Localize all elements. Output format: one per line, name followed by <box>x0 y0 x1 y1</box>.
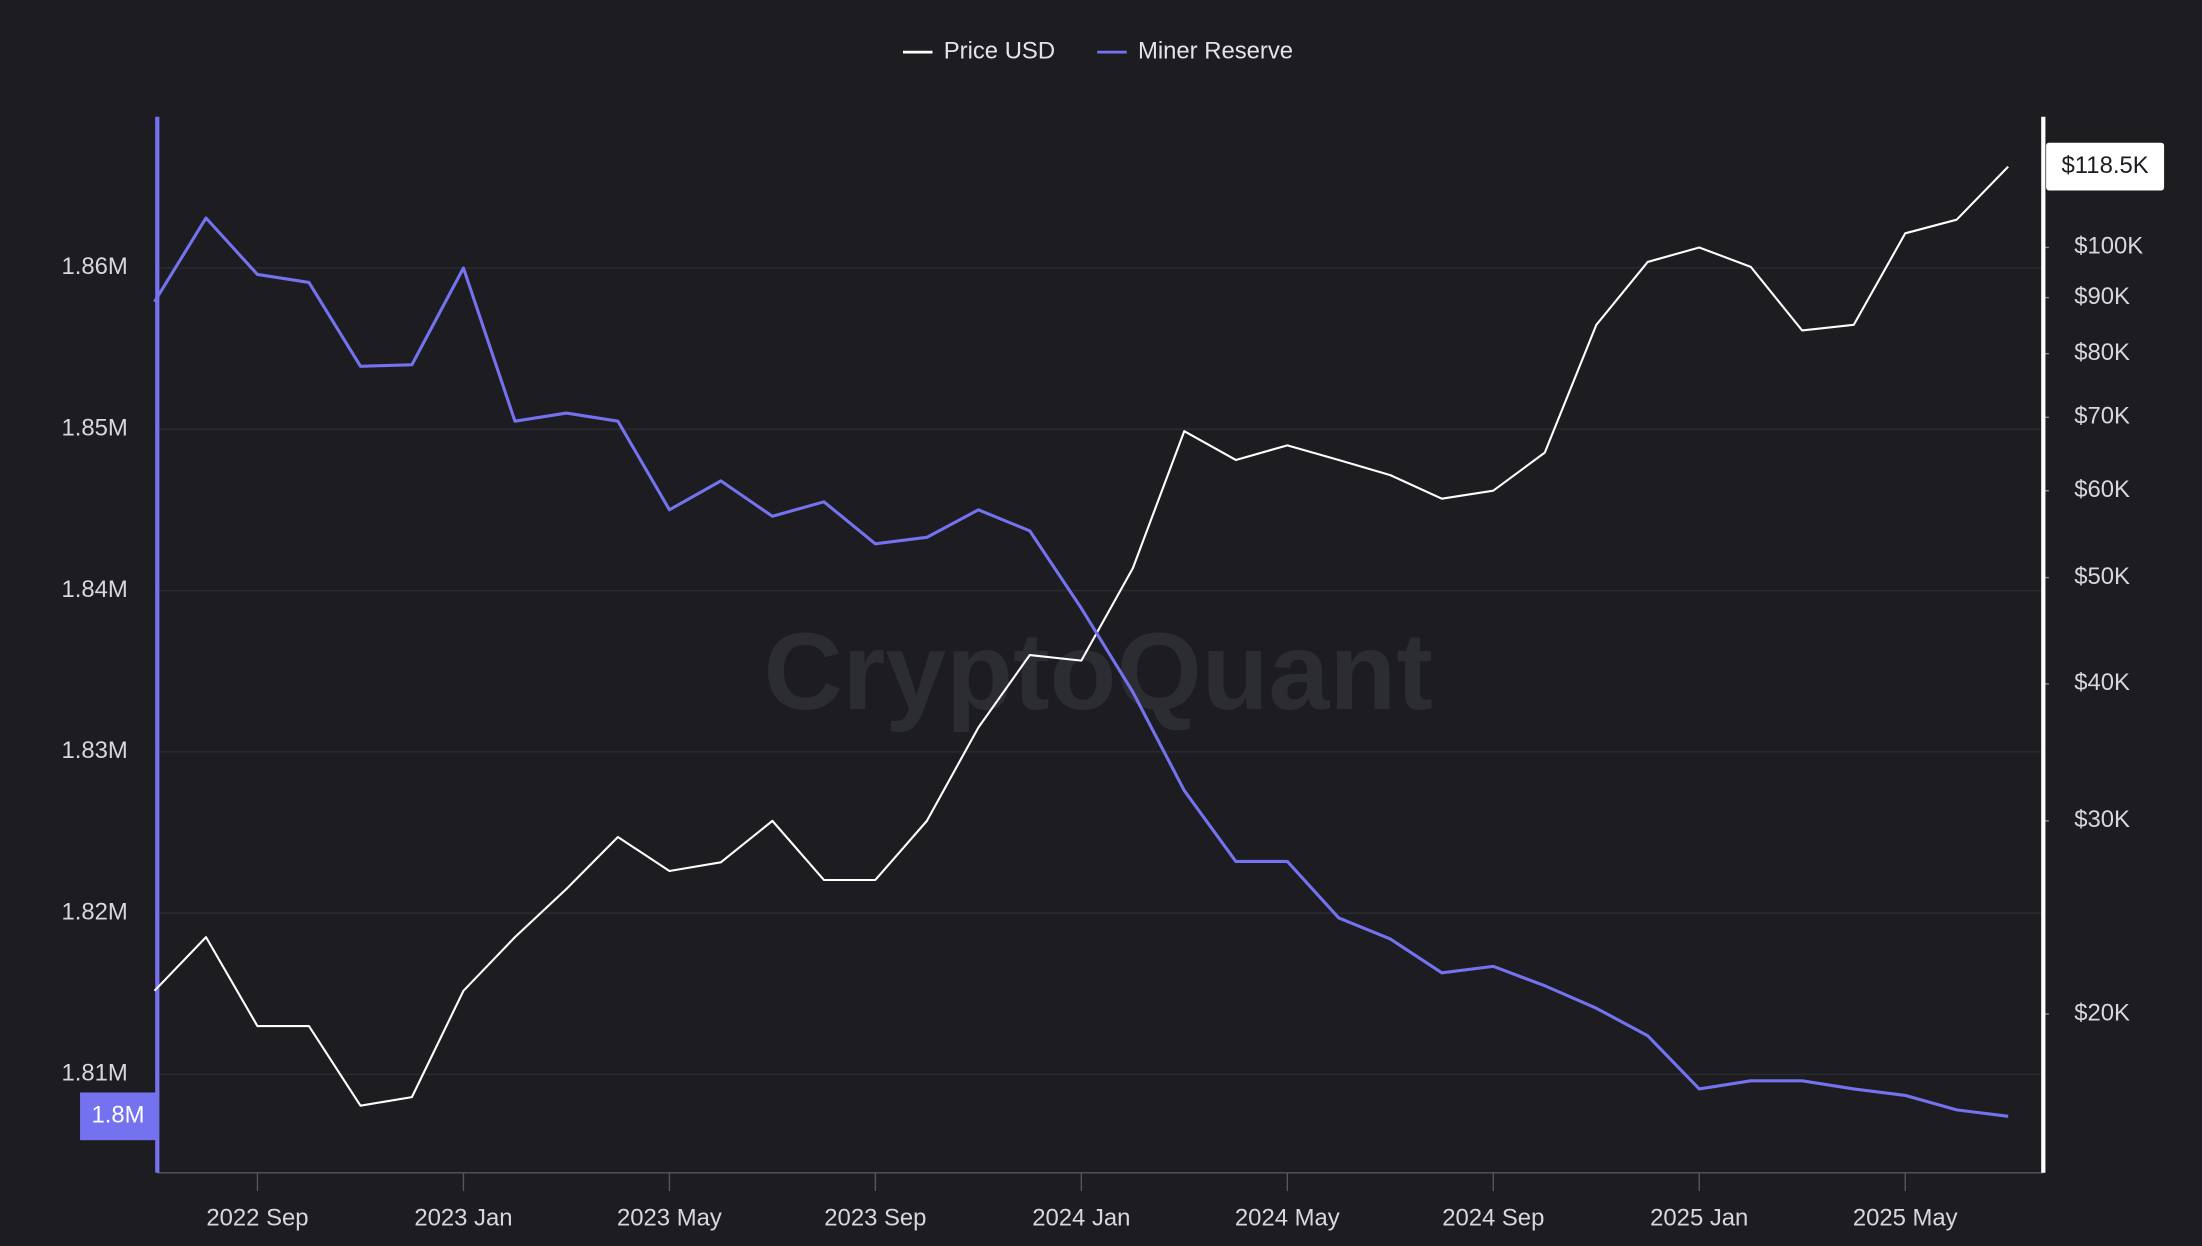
value-badge <box>80 1092 156 1141</box>
x-tick-label: 2025 May <box>1853 1204 1958 1231</box>
series-line <box>153 216 2009 1118</box>
y2-tick-label: $60K <box>2074 476 2130 503</box>
x-tick-label: 2024 Jan <box>1032 1204 1130 1231</box>
y2-tick-label: $50K <box>2074 563 2130 590</box>
x-tick-label: 2022 Sep <box>206 1204 308 1231</box>
y2-tick-label: $90K <box>2074 283 2130 310</box>
y-tick-label: 1.84M <box>61 576 127 603</box>
y-tick-label: 1.83M <box>61 737 127 764</box>
y-tick-label: 1.85M <box>61 415 127 442</box>
y2-tick-label: $30K <box>2074 806 2130 833</box>
x-tick-label: 2023 May <box>617 1204 722 1231</box>
x-tick-label: 2024 May <box>1235 1204 1340 1231</box>
x-tick-label: 2023 Jan <box>414 1204 512 1231</box>
y-tick-label: 1.82M <box>61 898 127 925</box>
legend-label: Miner Reserve <box>1138 37 1293 64</box>
x-tick-label: 2024 Sep <box>1442 1204 1544 1231</box>
y2-tick-label: $20K <box>2074 999 2130 1026</box>
x-tick-label: 2023 Sep <box>824 1204 926 1231</box>
series-line <box>153 165 2009 1107</box>
y-tick-label: 1.81M <box>61 1060 127 1087</box>
y2-tick-label: $100K <box>2074 233 2143 260</box>
legend: Price USD Miner Reserve <box>902 37 1293 64</box>
value-badge <box>2046 142 2165 191</box>
value-label: 1.8M <box>91 1102 144 1129</box>
y2-tick-label: $80K <box>2074 339 2130 366</box>
y2-tick-label: $70K <box>2074 403 2130 430</box>
x-tick-label: 2025 Jan <box>1650 1204 1748 1231</box>
legend-label: Price USD <box>944 37 1055 64</box>
y-tick-label: 1.86M <box>61 253 127 280</box>
value-label: $118.5K <box>2062 152 2149 179</box>
y2-tick-label: $40K <box>2074 669 2130 696</box>
